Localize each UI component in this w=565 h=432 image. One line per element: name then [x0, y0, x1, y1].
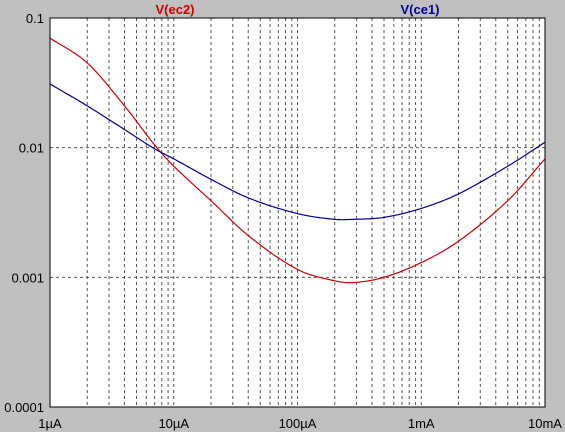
series-layer: [49, 37, 546, 284]
x-tick-label: 1µA: [38, 416, 62, 431]
y-tick-label: 0.01: [19, 141, 44, 156]
plot-frame: [49, 17, 546, 408]
series-line-vce1: [49, 83, 546, 221]
x-tick-label: 100µA: [279, 416, 317, 431]
y-tick-label: 0.001: [11, 270, 44, 285]
legend-label-vec2: V(ec2): [155, 2, 194, 17]
x-tick-label: 10µA: [158, 416, 189, 431]
grid-layer: [50, 18, 545, 407]
y-tick-label: 0.1: [26, 11, 44, 26]
legend-label-vce1: V(ce1): [400, 2, 439, 17]
y-tick-label: 0.0001: [4, 400, 44, 415]
y-tick-labels: 0.1 0.01 0.001 0.0001: [4, 11, 44, 415]
x-tick-labels: 1µA 10µA 100µA 1mA 10mA: [38, 416, 562, 431]
x-tick-label: 10mA: [528, 416, 562, 431]
x-tick-label: 1mA: [408, 416, 435, 431]
series-line-vec2: [49, 37, 546, 284]
